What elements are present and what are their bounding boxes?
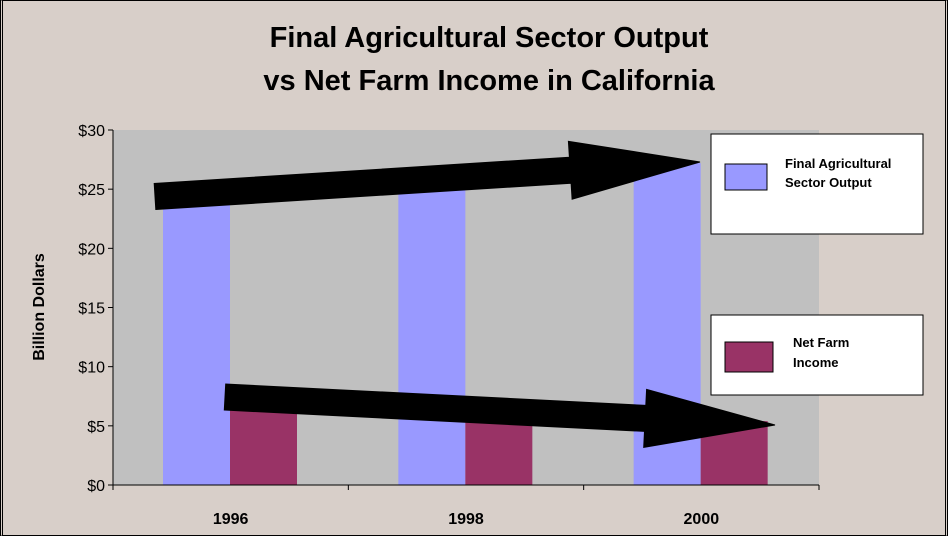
x-tick-label-1996: 1996 (213, 511, 249, 528)
y-tick-label: $0 (87, 478, 105, 495)
legend-label-income-line-1: Net Farm (793, 335, 849, 350)
y-tick-label: $30 (78, 123, 105, 140)
chart-svg: Final Agricultural Sector Output vs Net … (31, 22, 924, 528)
y-tick-label: $25 (78, 182, 105, 199)
bars-layer (163, 163, 768, 486)
y-axis-title: Billion Dollars (31, 253, 48, 361)
legend-label-output-line-1: Final Agricultural (785, 156, 891, 171)
trend-arrow-income (223, 383, 776, 448)
x-tick-label-2000: 2000 (684, 511, 720, 528)
legend-swatch-income (724, 341, 774, 373)
bar-output-1998 (398, 186, 466, 486)
bar-output-1996 (163, 198, 230, 485)
legend-label-output-line-2: Sector Output (785, 175, 872, 190)
bar-income-1998 (465, 421, 533, 485)
legend-box-output: Final Agricultural Sector Output (710, 133, 924, 235)
y-tick-label: $15 (78, 301, 105, 318)
y-tick-label: $5 (87, 419, 105, 436)
y-tick-label: $10 (78, 360, 105, 377)
x-tick-label-1998: 1998 (448, 511, 484, 528)
legend-box-income: Net Farm Income (710, 314, 924, 396)
legend-swatch-output (724, 163, 768, 191)
ticks-layer: $0 $5 $10 $15 $20 $25 $30 1996 1998 2000 (78, 123, 820, 528)
y-tick-label: $20 (78, 241, 105, 258)
arrows-layer (153, 140, 776, 448)
bar-income-1996 (230, 410, 297, 485)
chart-title-line-2: vs Net Farm Income in California (263, 65, 715, 97)
trend-arrow-output (153, 140, 701, 211)
legend-label-income-line-2: Income (793, 355, 839, 370)
chart-title-line-1: Final Agricultural Sector Output (270, 22, 709, 54)
